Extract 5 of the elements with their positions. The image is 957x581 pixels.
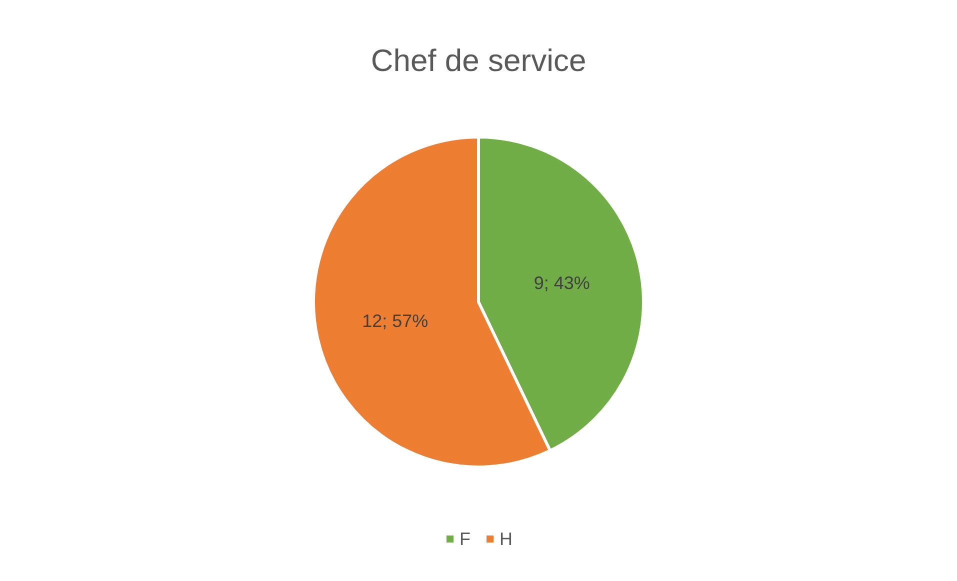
legend-label: H [500,529,512,549]
data-label: 9; 43% [534,272,590,293]
data-label: 12; 57% [362,311,428,332]
legend-label: F [460,529,471,549]
chart-title: Chef de service [370,43,586,78]
